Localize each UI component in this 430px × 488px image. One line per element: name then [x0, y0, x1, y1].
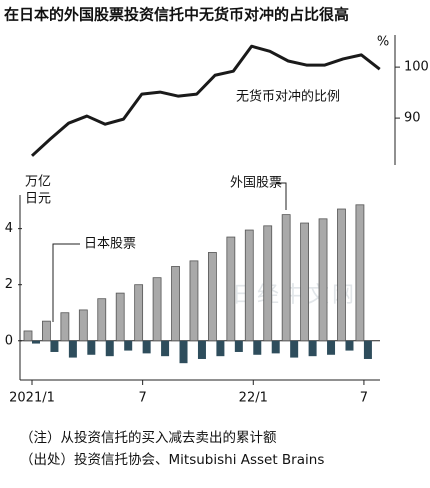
bar — [327, 340, 336, 355]
x-tick-label: 7 — [360, 391, 368, 406]
x-tick-label: 7 — [138, 391, 146, 406]
y-unit: % — [377, 35, 389, 50]
bar — [207, 252, 217, 342]
bar — [161, 340, 170, 357]
bar — [97, 298, 107, 342]
bar — [363, 340, 372, 359]
bar — [271, 340, 280, 354]
y-unit: 日元 — [25, 192, 51, 207]
bar — [308, 340, 317, 357]
bar — [171, 266, 180, 342]
bar — [134, 284, 144, 342]
bar — [290, 340, 299, 358]
bar — [87, 340, 96, 355]
bar — [345, 340, 354, 351]
line — [30, 44, 381, 157]
x-tick-label: 22/1 — [239, 391, 268, 406]
annotation: 外国股票 — [230, 176, 282, 191]
bar — [216, 340, 225, 357]
bar — [281, 214, 291, 342]
y-unit: 万亿 — [25, 175, 51, 190]
y-tick-label: 2 — [5, 277, 13, 292]
bar — [32, 340, 40, 344]
bar — [234, 340, 243, 352]
bar — [115, 292, 125, 342]
bar — [42, 320, 51, 342]
bar — [142, 340, 151, 354]
note: （注）从投资信托的买入减去卖出的累计额 — [20, 430, 277, 446]
y-tick-label: 100 — [404, 60, 429, 75]
bar — [355, 204, 365, 342]
bar — [23, 330, 33, 342]
bar — [197, 340, 206, 359]
bar — [124, 340, 133, 351]
x-tick-label: 2021/1 — [9, 391, 55, 406]
bar — [60, 312, 70, 342]
bar — [68, 340, 77, 358]
bar — [253, 340, 262, 355]
y-tick-label: 0 — [5, 333, 13, 348]
bar — [244, 229, 254, 342]
leader-line — [52, 243, 80, 322]
bar — [337, 208, 346, 342]
bar — [318, 218, 328, 342]
leader-line — [276, 182, 287, 210]
bar — [179, 340, 188, 364]
series-label: 无货币对冲的比例 — [236, 89, 340, 105]
annotation: 日本股票 — [84, 237, 136, 252]
y-tick-label: 4 — [5, 221, 13, 236]
bar — [263, 225, 273, 342]
chart-title: 在日本的外国股票投资信托中无货币对冲的占比很高 — [4, 6, 349, 24]
bar — [105, 340, 114, 357]
bar — [300, 222, 310, 342]
bar — [226, 236, 236, 342]
bar — [78, 309, 88, 342]
note: （出处）投资信托协会、Mitsubishi Asset Brains — [20, 452, 324, 468]
bar — [50, 340, 59, 352]
bar — [189, 260, 199, 342]
y-tick-label: 90 — [404, 111, 421, 126]
bar — [152, 277, 162, 342]
